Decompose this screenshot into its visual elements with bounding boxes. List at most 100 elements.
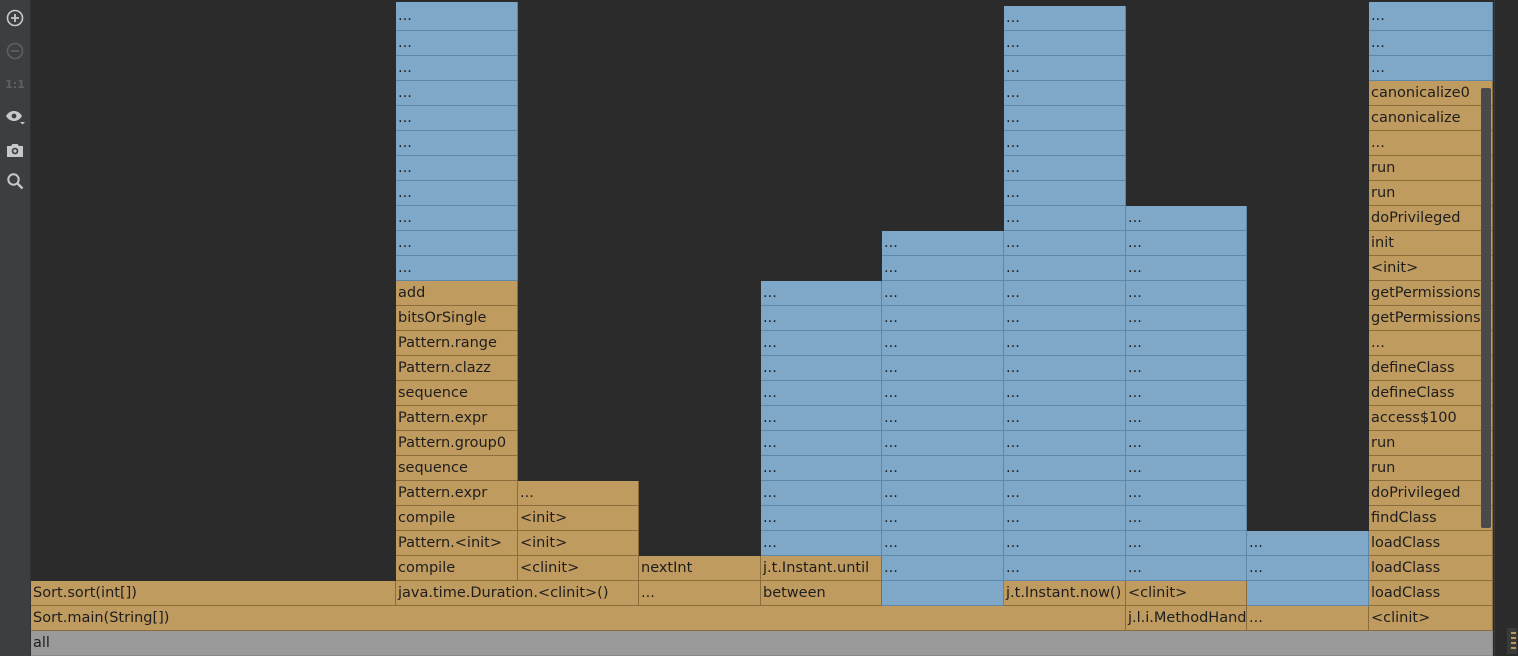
flame-frame[interactable]: ...: [396, 31, 518, 56]
flame-frame[interactable]: sequence: [396, 456, 518, 481]
flame-frame[interactable]: ...: [1004, 231, 1126, 256]
flame-frame[interactable]: ...: [761, 331, 882, 356]
flame-frame[interactable]: ...: [1247, 531, 1369, 556]
eye-icon[interactable]: [4, 106, 26, 128]
flame-frame[interactable]: ...: [1126, 531, 1247, 556]
flame-frame[interactable]: ...: [882, 531, 1004, 556]
flame-frame[interactable]: ...: [1126, 231, 1247, 256]
flame-frame[interactable]: ...: [1004, 456, 1126, 481]
flame-frame[interactable]: ...: [1369, 331, 1493, 356]
flame-frame[interactable]: ...: [1369, 31, 1493, 56]
flame-frame[interactable]: ...: [1004, 81, 1126, 106]
flame-frame[interactable]: Pattern.group0: [396, 431, 518, 456]
flame-frame[interactable]: ...: [882, 306, 1004, 331]
flame-frame[interactable]: getPermissions: [1369, 306, 1493, 331]
flame-frame[interactable]: ...: [1004, 6, 1126, 31]
flame-frame[interactable]: ...: [1004, 406, 1126, 431]
flame-frame[interactable]: <clinit>: [1369, 606, 1493, 631]
flame-frame[interactable]: getPermissions: [1369, 281, 1493, 306]
flame-frame[interactable]: ...: [1126, 556, 1247, 581]
flame-frame[interactable]: java.time.Duration.<clinit>(): [396, 581, 639, 606]
flame-frame[interactable]: <init>: [518, 531, 639, 556]
flame-frame[interactable]: <clinit>: [1126, 581, 1247, 606]
flame-frame[interactable]: ...: [1247, 556, 1369, 581]
flame-frame[interactable]: ...: [761, 481, 882, 506]
flame-frame[interactable]: ...: [1004, 556, 1126, 581]
search-icon[interactable]: [4, 170, 26, 192]
flame-frame[interactable]: ...: [761, 506, 882, 531]
flame-frame[interactable]: ...: [1004, 506, 1126, 531]
flame-frame[interactable]: compile: [396, 506, 518, 531]
flame-frame[interactable]: run: [1369, 456, 1493, 481]
flame-frame[interactable]: ...: [882, 256, 1004, 281]
flame-frame[interactable]: loadClass: [1369, 531, 1493, 556]
flame-frame[interactable]: ...: [761, 431, 882, 456]
flame-frame[interactable]: ...: [1004, 481, 1126, 506]
flame-frame[interactable]: ...: [396, 231, 518, 256]
flame-frame[interactable]: Pattern.clazz: [396, 356, 518, 381]
flame-frame[interactable]: ...: [1126, 406, 1247, 431]
actual-size-icon[interactable]: 1:1: [4, 73, 26, 95]
flame-frame[interactable]: Pattern.<init>: [396, 531, 518, 556]
flame-frame[interactable]: ...: [761, 531, 882, 556]
flame-frame[interactable]: compile: [396, 556, 518, 581]
flame-frame[interactable]: defineClass: [1369, 356, 1493, 381]
flame-frame[interactable]: Sort.main(String[]): [31, 606, 1126, 631]
flame-frame[interactable]: Pattern.expr: [396, 406, 518, 431]
flame-frame[interactable]: ...: [396, 56, 518, 81]
flame-frame[interactable]: ...: [1369, 56, 1493, 81]
flame-frame[interactable]: ...: [1247, 606, 1369, 631]
flame-frame[interactable]: ...: [1126, 331, 1247, 356]
flame-frame[interactable]: ...: [882, 481, 1004, 506]
flame-frame[interactable]: canonicalize0: [1369, 81, 1493, 106]
flame-frame[interactable]: ...: [882, 381, 1004, 406]
flame-frame[interactable]: ...: [882, 556, 1004, 581]
flame-frame[interactable]: ...: [1369, 131, 1493, 156]
flame-frame[interactable]: j.l.i.MethodHandle.<clinit>(): [1126, 606, 1247, 631]
flame-frame[interactable]: init: [1369, 231, 1493, 256]
flame-frame[interactable]: ...: [396, 256, 518, 281]
flame-frame[interactable]: ...: [1126, 481, 1247, 506]
flame-frame[interactable]: ...: [1126, 431, 1247, 456]
flame-frame[interactable]: ...: [1004, 181, 1126, 206]
flame-frame[interactable]: nextInt: [639, 556, 761, 581]
camera-icon[interactable]: [4, 139, 26, 161]
flame-frame[interactable]: ...: [1126, 456, 1247, 481]
flame-frame[interactable]: ...: [1126, 356, 1247, 381]
flame-frame[interactable]: ...: [761, 281, 882, 306]
vertical-scrollbar[interactable]: [1493, 0, 1518, 656]
flame-frame[interactable]: j.t.Instant.until: [761, 556, 882, 581]
flame-frame[interactable]: ...: [396, 106, 518, 131]
flame-frame[interactable]: ...: [1004, 106, 1126, 131]
flame-frame[interactable]: loadClass: [1369, 556, 1493, 581]
flame-frame[interactable]: add: [396, 281, 518, 306]
flame-frame[interactable]: access$100: [1369, 406, 1493, 431]
flame-frame[interactable]: ...: [761, 381, 882, 406]
flame-frame[interactable]: ...: [1126, 206, 1247, 231]
flame-frame[interactable]: ...: [396, 81, 518, 106]
flame-frame[interactable]: ...: [1004, 381, 1126, 406]
flame-frame[interactable]: ...: [1126, 281, 1247, 306]
flame-frame[interactable]: [882, 581, 1004, 606]
flame-frame[interactable]: ...: [1004, 306, 1126, 331]
flame-frame[interactable]: defineClass: [1369, 381, 1493, 406]
flame-frame[interactable]: ...: [396, 181, 518, 206]
flame-frame[interactable]: ...: [882, 406, 1004, 431]
scrollbar-thumb[interactable]: [1481, 88, 1491, 528]
flame-frame[interactable]: Sort.sort(int[]): [31, 581, 396, 606]
flame-frame[interactable]: ...: [1004, 156, 1126, 181]
flame-frame[interactable]: ...: [882, 356, 1004, 381]
flame-frame[interactable]: ...: [1004, 431, 1126, 456]
flame-frame[interactable]: ...: [761, 306, 882, 331]
flame-frame[interactable]: findClass: [1369, 506, 1493, 531]
flame-frame[interactable]: run: [1369, 431, 1493, 456]
flame-graph[interactable]: all Sort.main(String[])j.l.i.MethodHandl…: [31, 0, 1493, 656]
zoom-in-icon[interactable]: [4, 7, 26, 29]
flame-frame[interactable]: ...: [882, 506, 1004, 531]
flame-frame[interactable]: ...: [1004, 206, 1126, 231]
flame-frame[interactable]: ...: [1004, 256, 1126, 281]
flame-frame[interactable]: doPrivileged: [1369, 481, 1493, 506]
flame-frame[interactable]: ...: [761, 456, 882, 481]
flame-frame[interactable]: Pattern.range: [396, 331, 518, 356]
flame-frame[interactable]: ...: [1126, 256, 1247, 281]
